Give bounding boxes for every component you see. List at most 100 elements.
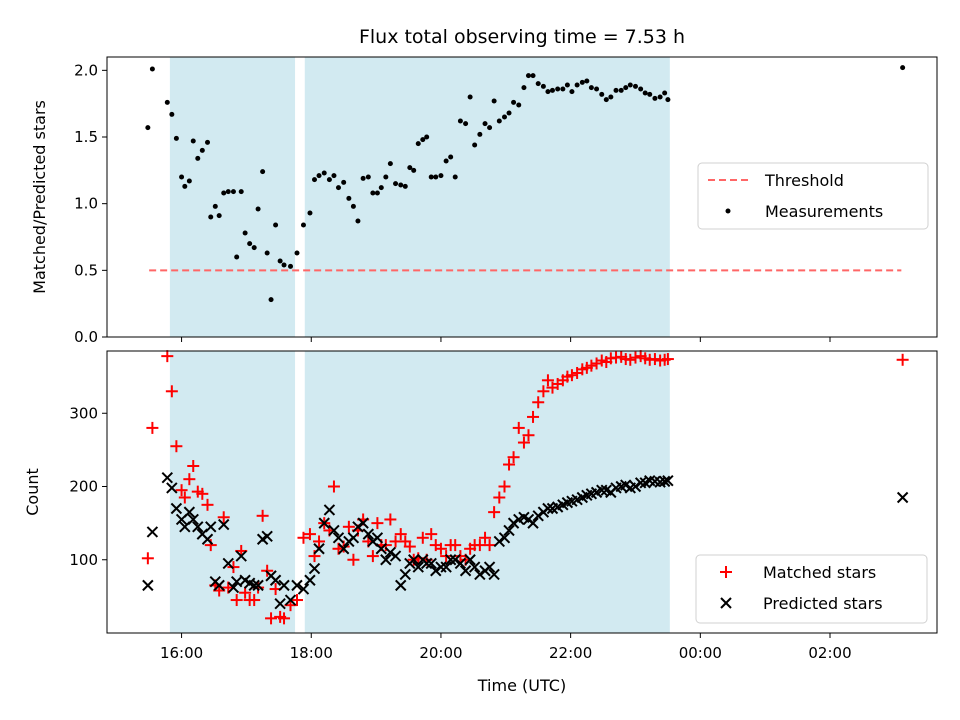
measurement-point <box>603 97 609 103</box>
matched-stars-point <box>227 561 240 574</box>
predicted-stars-point <box>449 554 461 566</box>
measurement-point <box>300 222 306 228</box>
predicted-stars-point <box>284 594 297 606</box>
y-tick-label: 2.0 <box>74 61 98 79</box>
predicted-stars-point <box>440 561 452 573</box>
predicted-stars-point <box>328 524 340 537</box>
matched-stars-point <box>425 528 438 541</box>
x-stroke-2 <box>649 475 661 488</box>
measurement-point <box>205 139 211 145</box>
predicted-stars-point <box>192 521 204 533</box>
measurement-point <box>613 87 619 93</box>
measurement-point <box>588 85 594 91</box>
matched-stars-point <box>290 594 303 607</box>
measurement-point <box>560 86 566 92</box>
measurement-point <box>638 86 644 92</box>
matched-stars-point <box>565 369 578 382</box>
x-stroke-2 <box>468 561 481 573</box>
measurement-point <box>179 174 185 180</box>
measurement-point <box>482 121 488 127</box>
count-legend: Matched stars Predicted stars <box>695 554 928 624</box>
measurement-point <box>433 174 439 180</box>
x-stroke-2 <box>662 474 674 487</box>
measurement-point <box>312 177 317 183</box>
measurement-point <box>506 110 512 116</box>
x-stroke-2 <box>201 533 214 545</box>
matched-stars-point <box>170 440 183 453</box>
matched-stars-point <box>512 421 525 434</box>
observing-windows-top <box>169 57 670 337</box>
x-stroke-2 <box>444 554 457 566</box>
predicted-stars-point <box>227 581 240 594</box>
measurement-point <box>169 111 175 117</box>
matched-stars-point <box>416 531 429 544</box>
measurement-point <box>652 95 658 101</box>
matched-stars-point <box>278 612 291 625</box>
predicted-stars-point <box>252 579 264 592</box>
predicted-stars-point <box>337 543 350 555</box>
predicted-stars-point <box>389 550 402 562</box>
measurement-point <box>594 86 600 92</box>
x-tick-label: 16:00 <box>160 644 203 662</box>
predicted-stars-point <box>444 554 457 566</box>
matched-stars-point <box>366 550 379 563</box>
measurement-point <box>516 102 522 108</box>
predicted-stars-point <box>297 583 310 595</box>
x-stroke-2 <box>620 479 632 491</box>
x-stroke-2 <box>227 581 240 594</box>
predicted-stars-point <box>278 579 290 592</box>
measurement-point <box>370 190 376 196</box>
x-stroke-2 <box>454 557 467 570</box>
matched-stars-point <box>541 374 554 387</box>
x-stroke-2 <box>488 568 500 581</box>
predicted-stars-point <box>375 543 387 555</box>
predicted-stars-point <box>362 528 375 540</box>
predicted-stars-point <box>395 579 407 592</box>
matched-stars-point <box>537 385 550 398</box>
predicted-stars-point <box>218 518 230 531</box>
x-tick-label: 20:00 <box>419 644 462 662</box>
x-stroke-2 <box>183 506 196 518</box>
predicted-stars-point <box>468 561 481 573</box>
predicted-stars-point <box>435 561 447 573</box>
measurement-point <box>186 178 192 184</box>
ratio-legend: Threshold Measurements <box>697 162 929 230</box>
measurement-point <box>273 222 279 228</box>
x-stroke-2 <box>205 521 217 533</box>
x-stroke-2 <box>239 574 251 586</box>
matched-stars-point <box>161 350 174 363</box>
measurement-point <box>164 99 170 105</box>
matched-stars-point <box>239 586 252 599</box>
measurement-point <box>407 165 413 171</box>
x-stroke-2 <box>399 568 411 581</box>
y-tick-label: 100 <box>69 551 98 569</box>
measurement-point <box>199 147 205 153</box>
measurement-point <box>463 121 469 127</box>
ratio-y-ticks: 0.0 0.5 1.0 1.5 2.0 <box>74 61 107 346</box>
predicted-stars-point <box>291 579 303 592</box>
measurement-point <box>307 210 313 216</box>
measurement-point <box>281 262 287 268</box>
measurement-point <box>294 250 300 256</box>
x-stroke-2 <box>243 577 256 589</box>
matched-stars-point <box>342 520 355 533</box>
matched-stars-point <box>371 517 384 530</box>
measurement-point <box>457 118 463 124</box>
count-x-ticks: 16:00 18:00 20:00 22:00 00:00 02:00 <box>160 633 852 662</box>
predicted-stars-point <box>222 557 234 570</box>
x-stroke-2 <box>440 561 452 573</box>
x-stroke-2 <box>362 528 375 540</box>
measurement-point <box>341 179 347 185</box>
measurement-point <box>448 154 454 160</box>
predicted-stars-point <box>187 513 199 526</box>
matched-stars-point <box>624 353 637 366</box>
matched-stars-point <box>498 480 511 493</box>
measurement-point <box>420 137 426 143</box>
measurement-point <box>393 181 399 187</box>
predicted-stars-point <box>166 482 178 494</box>
predicted-stars-point <box>332 532 345 544</box>
measurement-point <box>501 114 507 120</box>
matched-stars-point <box>507 451 520 464</box>
predicted-stars-point <box>474 568 486 581</box>
x-stroke-2 <box>425 557 437 570</box>
